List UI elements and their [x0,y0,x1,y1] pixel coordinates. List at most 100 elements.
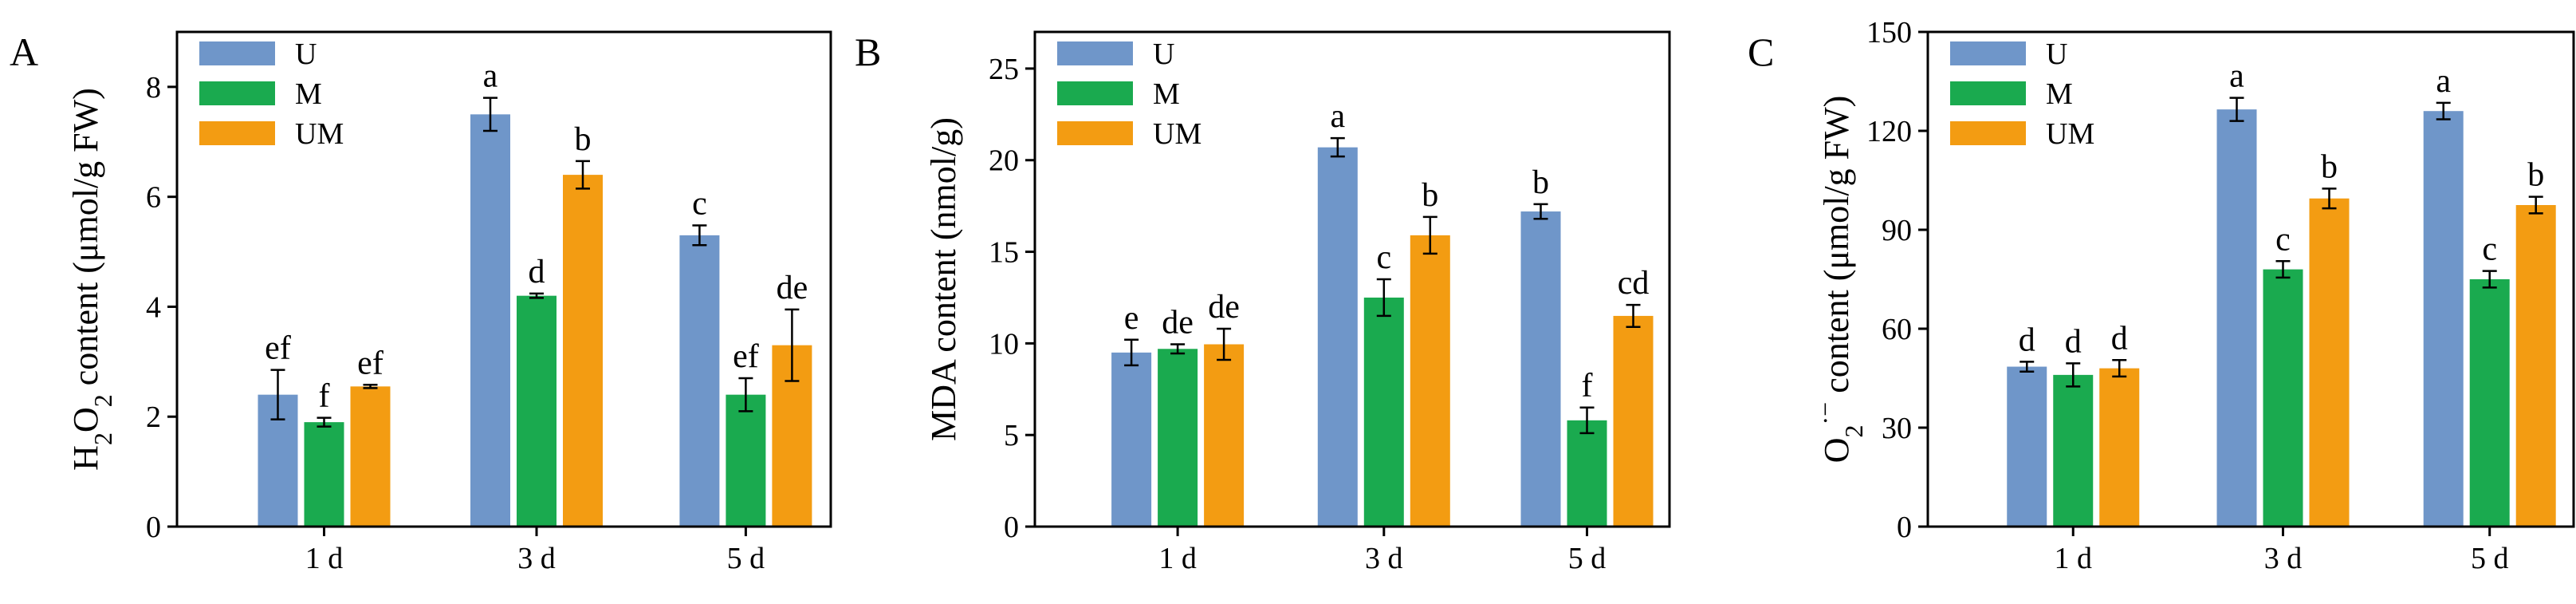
legend-swatch-UM [1057,121,1133,145]
bar-U-1d [2007,366,2047,527]
bar-U-5d [2423,111,2464,527]
legend-swatch-M [1950,81,2026,105]
significance-label: d [529,254,545,290]
y-tick-label: 0 [146,511,161,544]
x-tick-label: 5 d [2471,542,2509,575]
y-tick-label: 150 [1866,16,1912,49]
significance-label: de [777,270,808,306]
significance-label: d [2019,322,2035,358]
significance-label: b [1422,177,1438,214]
x-tick-label: 1 d [305,542,344,575]
bar-UM-3d [2309,198,2350,527]
legend-swatch-U [1950,41,2026,65]
significance-label: b [2527,157,2544,194]
legend-swatch-UM [1950,121,2026,145]
y-tick-label: 0 [1004,511,1019,544]
significance-label: cd [1618,265,1650,302]
plot-frame [1926,30,2575,528]
significance-label: c [1376,239,1391,276]
bar-M-3d [2263,269,2303,527]
bar-U-3d [2216,109,2257,527]
y-tick-label: 10 [989,327,1019,361]
plot-frame [1033,30,1671,528]
bar-M-5d [2469,279,2510,527]
legend-swatch-UM [199,121,275,145]
significance-label: c [2275,221,2291,258]
y-tick-label: 5 [1004,419,1019,452]
significance-label: f [319,378,330,415]
significance-label: a [2229,58,2244,95]
bar-UM-3d [563,175,603,527]
x-tick-label: 5 d [727,542,765,575]
legend-label-UM: UM [295,117,344,151]
significance-label: d [2111,320,2128,357]
significance-label: ef [357,345,383,381]
panel-A: Aef a c f d ef ef b de 0 2 4 6 8 1 d 3 d 5 d H2O2 content… [10,30,832,575]
bar-UM-1d [350,386,391,527]
legend-swatch-M [199,81,275,105]
bar-U-3d [1317,147,1358,527]
plot-frame [175,30,832,528]
y-tick-label: 30 [1882,412,1912,445]
significance-label: b [2321,148,2338,185]
y-tick-label: 8 [146,71,161,105]
significance-label: c [692,185,707,222]
bar-M-5d [726,394,766,527]
x-tick-label: 3 d [1365,542,1403,575]
panel-letter: A [10,30,38,74]
significance-label: de [1162,305,1194,341]
y-tick-label: 6 [146,181,161,215]
significance-label: b [575,121,592,158]
legend-label-M: M [1153,77,1180,111]
legend-swatch-M [1057,81,1133,105]
x-tick-label: 3 d [2264,542,2303,575]
x-tick-label: 3 d [517,542,556,575]
panel-letter: B [855,30,881,74]
bar-M-5d [1567,420,1607,527]
bar-M-1d [304,422,344,527]
legend-label-U: U [1153,38,1174,71]
legend-label-U: U [2046,38,2067,71]
panel-letter: C [1748,30,1774,74]
significance-label: c [2482,231,2497,268]
legend-label-UM: UM [1153,117,1201,151]
significance-label: e [1124,300,1139,337]
legend-label-U: U [295,38,317,71]
legend-label-M: M [295,77,322,111]
legend-label-M: M [2046,77,2073,111]
y-tick-label: 120 [1866,115,1912,148]
bar-U-5d [1520,211,1561,527]
significance-label: f [1582,368,1593,405]
significance-label: ef [733,338,759,375]
bar-U-1d [1111,352,1152,527]
significance-label: d [2065,323,2082,360]
bar-U-3d [470,114,510,527]
bar-UM-5d [2515,205,2556,527]
y-tick-label: 60 [1882,313,1912,346]
bar-UM-1d [1204,344,1245,527]
legend-swatch-U [199,41,275,65]
y-axis-title: MDA content (nmol/g) [924,117,963,441]
significance-label: ef [265,330,291,367]
legend-swatch-U [1057,41,1133,65]
x-tick-label: 1 d [2055,542,2093,575]
bar-M-1d [1158,349,1198,527]
significance-label: a [1330,98,1345,135]
y-axis-title: O2·− content (μmol/g FW) [1811,96,1868,464]
bar-U-5d [679,235,720,527]
bar-UM-3d [1410,235,1450,527]
y-axis-title: H2O2 content (μmol/g FW) [66,88,117,471]
panel-C: Cd a a d c c d b b 0 30 60 90 120 150 1 d 3 d 5 d O2·− con… [1748,16,2575,575]
y-tick-label: 90 [1882,214,1912,247]
significance-label: de [1208,289,1240,326]
bar-M-3d [1363,297,1404,527]
legend-label-UM: UM [2046,117,2094,151]
y-tick-label: 4 [146,290,161,324]
y-tick-label: 20 [989,144,1019,178]
x-tick-label: 1 d [1158,542,1197,575]
significance-label: b [1532,164,1549,201]
y-tick-label: 2 [146,401,161,434]
bar-M-1d [2053,374,2094,527]
significance-label: a [2436,63,2451,100]
